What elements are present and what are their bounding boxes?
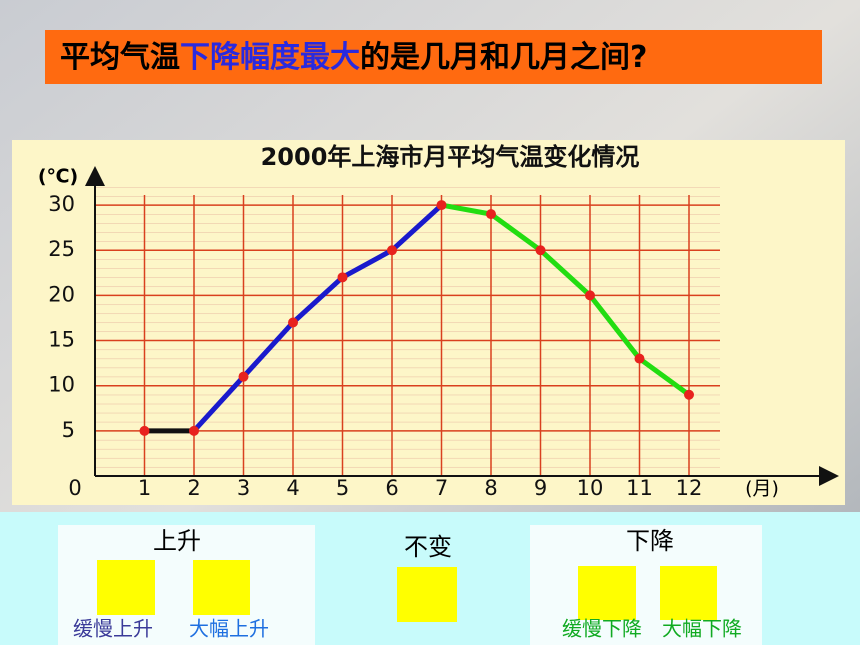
point xyxy=(387,245,397,256)
x-tick-label: 5 xyxy=(336,476,349,500)
line-series xyxy=(192,203,444,433)
banner-part: 的是几月和几月之间 xyxy=(360,40,630,75)
answer-box[interactable] xyxy=(397,567,457,622)
x-tick-label: 2 xyxy=(187,476,200,500)
line-series xyxy=(441,202,691,397)
y-tick-label: 15 xyxy=(48,328,75,352)
answer-box[interactable] xyxy=(578,566,636,620)
x-tick-label: 12 xyxy=(676,476,703,500)
group-title: 上升 xyxy=(153,527,201,555)
x-tick-label: 1 xyxy=(138,476,151,500)
y-tick-label: 30 xyxy=(48,192,75,216)
point xyxy=(486,209,496,220)
option-label: 缓慢上升 xyxy=(73,617,153,641)
x-tick-label: 11 xyxy=(626,476,653,500)
answer-box[interactable] xyxy=(193,560,250,615)
answer-box[interactable] xyxy=(660,566,717,620)
banner xyxy=(45,30,822,84)
point xyxy=(238,371,249,382)
banner-part: 平均气温 xyxy=(60,40,180,75)
option-label: 大幅上升 xyxy=(189,617,269,641)
x-tick-label: 6 xyxy=(385,476,398,500)
point xyxy=(189,425,199,436)
chart-title: 2000年上海市月平均气温变化情况 xyxy=(261,143,640,171)
point xyxy=(585,290,595,301)
group-title: 不变 xyxy=(404,533,452,561)
x-axis-label: (月) xyxy=(745,478,779,500)
point xyxy=(139,425,150,436)
answer-group xyxy=(530,525,762,645)
option-label: 缓慢下降 xyxy=(562,617,642,641)
x-tick-label: 10 xyxy=(577,476,604,500)
y-axis-label: (℃) xyxy=(38,166,78,188)
x-tick-label: 8 xyxy=(484,476,497,500)
point xyxy=(436,200,447,211)
y-tick-label: 20 xyxy=(48,282,75,306)
point xyxy=(634,353,645,364)
y-tick-label: 10 xyxy=(48,373,75,397)
x-tick-label: 9 xyxy=(534,476,547,500)
point xyxy=(535,245,546,256)
banner-part: ? xyxy=(630,40,647,75)
banner-text: 平均气温下降幅度最大的是几月和几月之间? xyxy=(60,40,647,75)
point xyxy=(288,317,298,328)
option-label: 大幅下降 xyxy=(662,617,742,641)
y-tick-label: 25 xyxy=(48,237,75,261)
point xyxy=(337,272,348,283)
x-tick-label: 7 xyxy=(435,476,448,500)
point xyxy=(684,389,694,400)
x-tick-label: 3 xyxy=(237,476,250,500)
banner-part: 下降幅度最大 xyxy=(180,40,360,75)
y-tick-label: 5 xyxy=(62,418,75,442)
group-title: 下降 xyxy=(626,527,674,555)
x-tick-label: 4 xyxy=(286,476,299,500)
answer-box[interactable] xyxy=(97,560,155,615)
y-tick-label: 0 xyxy=(68,476,81,500)
